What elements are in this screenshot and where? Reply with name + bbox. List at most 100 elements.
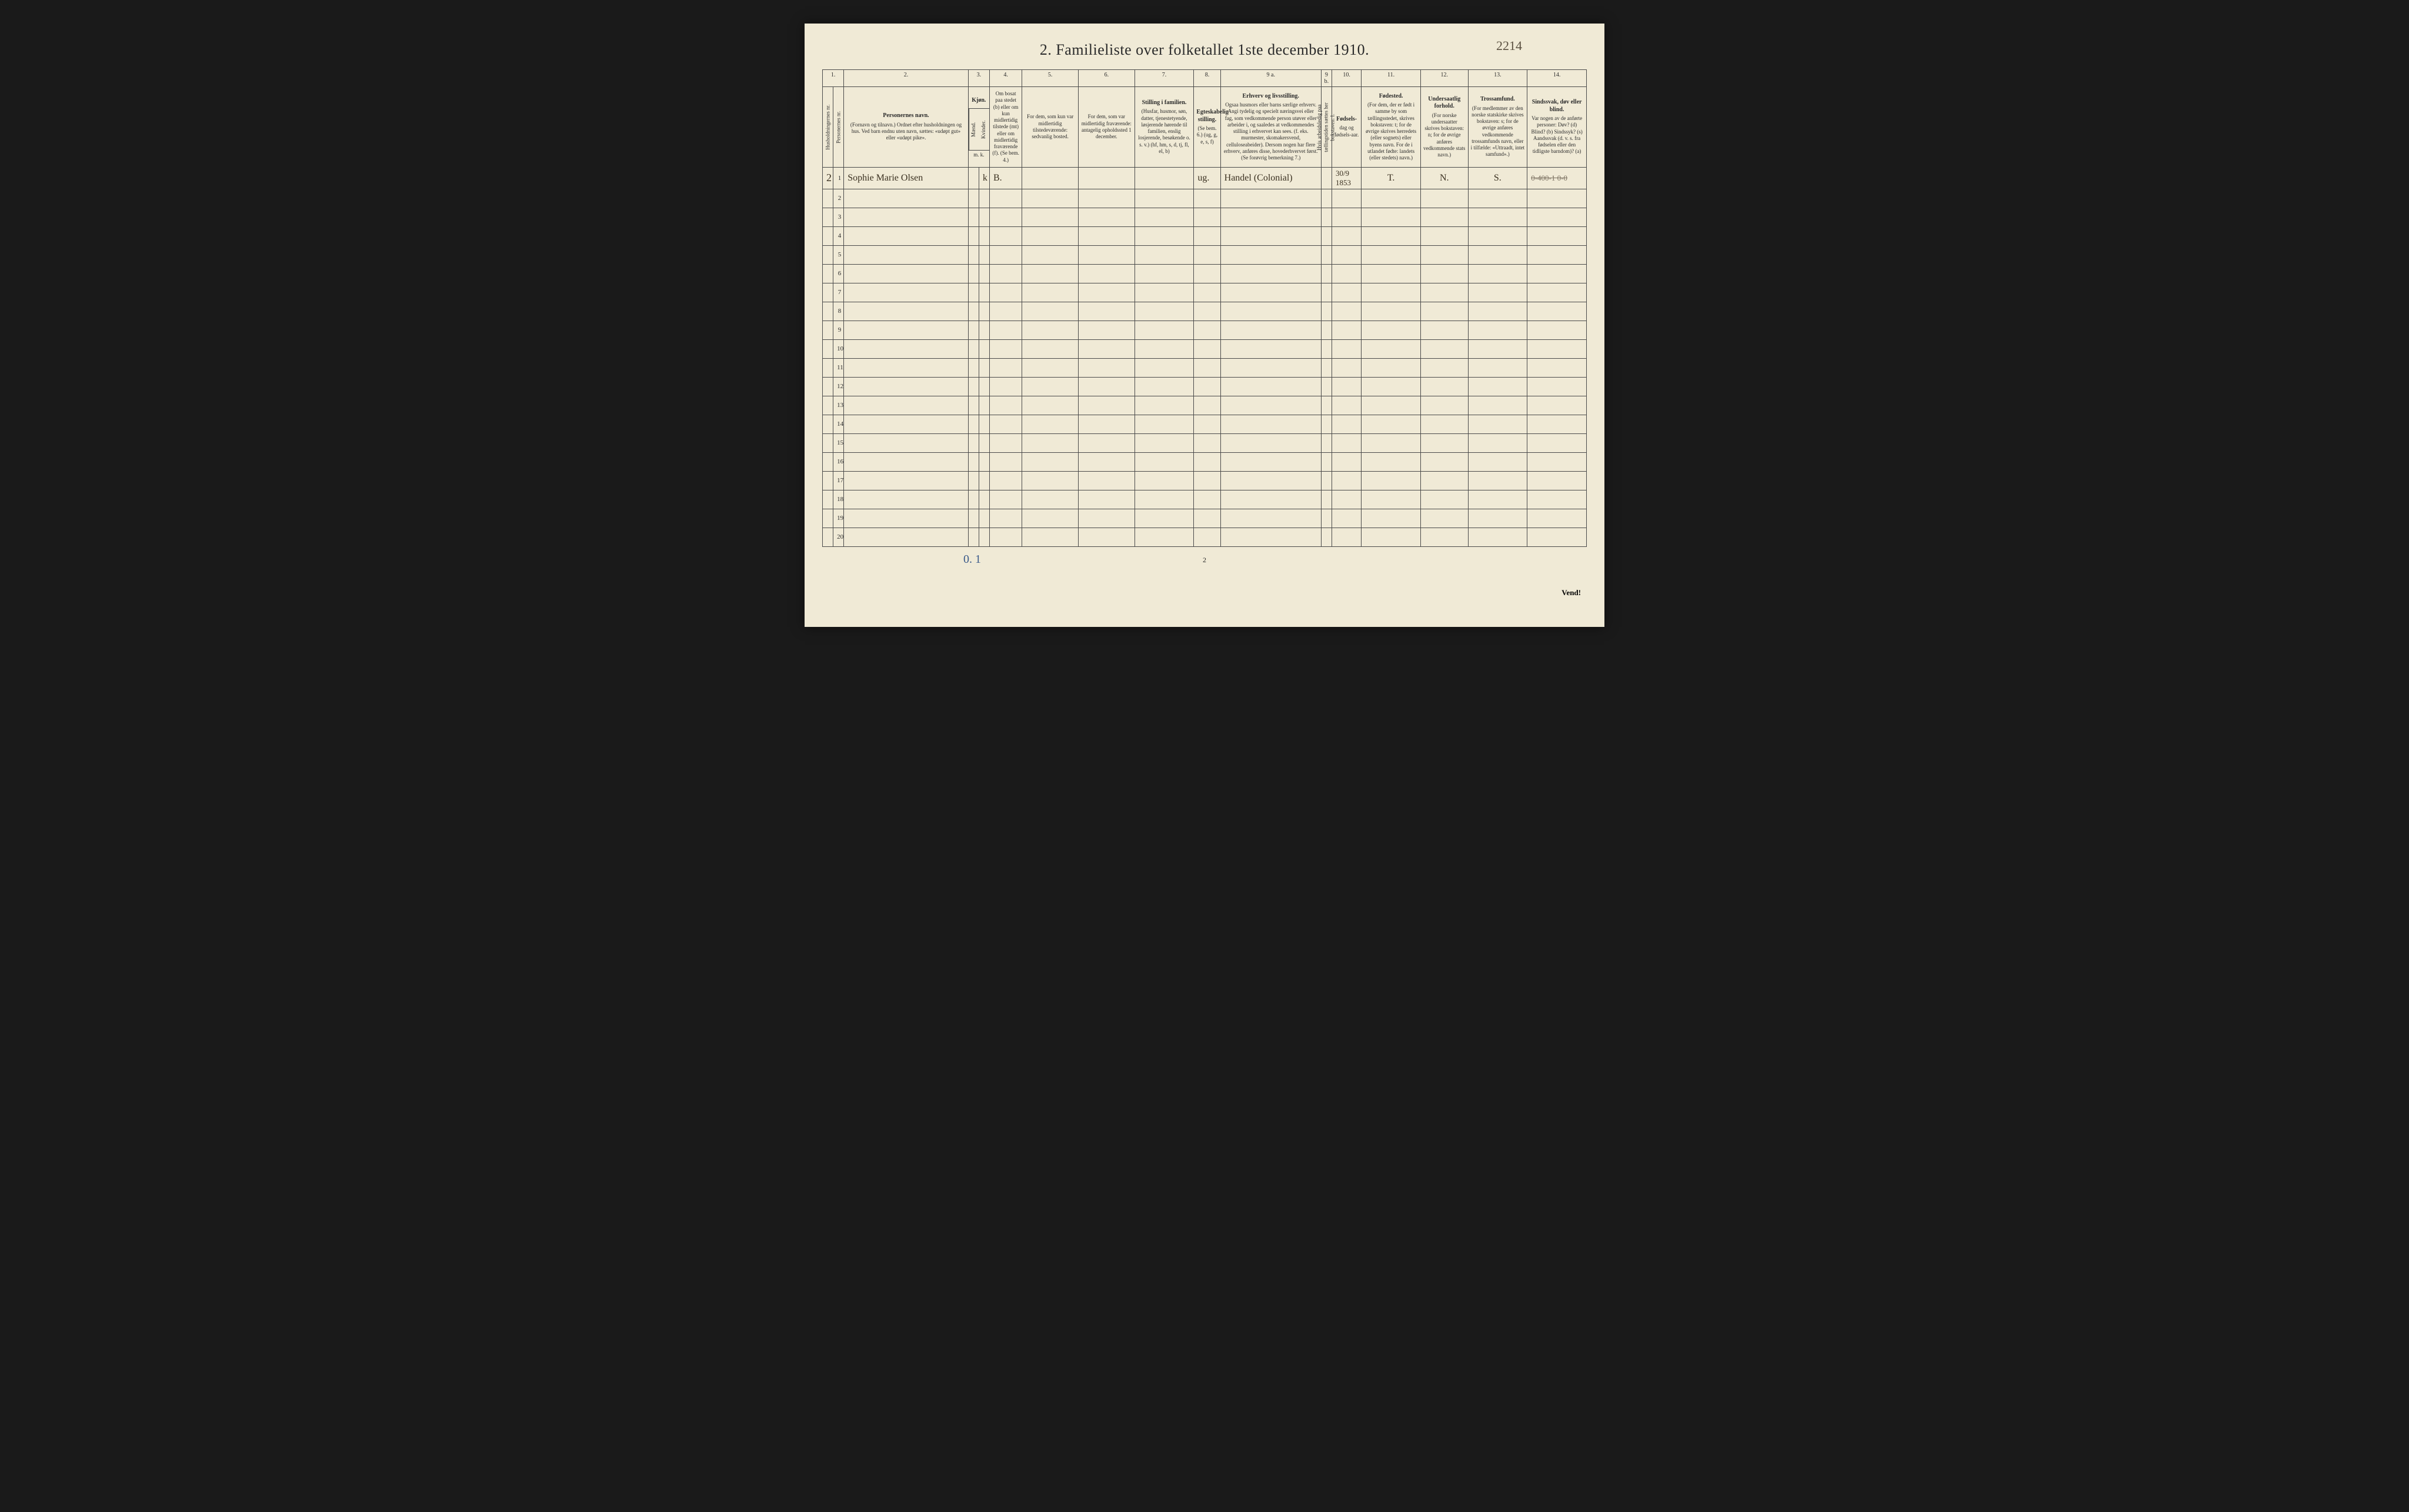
cell-blank [1362,509,1421,528]
cell-blank [1527,321,1587,339]
header-hhnum: Husholdningernes nr. [823,87,833,168]
cell-blank [1468,339,1527,358]
cell-blank [1220,433,1321,452]
cell-blank [844,226,968,245]
header-occupation: Erhverv og livsstilling. Ogsaa husmors e… [1220,87,1321,168]
cell-blank [979,302,989,321]
cell-hhnum [823,490,833,509]
cell-personnum: 10 [833,339,844,358]
cell-blank [968,245,979,264]
cell-occupation: Handel (Colonial) [1220,167,1321,189]
cell-blank [1527,339,1587,358]
cell-blank [1468,433,1527,452]
cell-personnum: 2 [833,189,844,208]
cell-blank [1022,433,1079,452]
table-row-blank: 16 [823,452,1587,471]
cell-blank [844,245,968,264]
cell-blank [1332,509,1361,528]
cell-blank [1332,226,1361,245]
cell-blank [989,245,1022,264]
cell-blank [844,452,968,471]
cell-blank [1135,226,1194,245]
header-occupation-bold: Erhverv og livsstilling. [1223,93,1319,101]
header-family-text: (Husfar, husmor, søn, datter, tjenestety… [1138,108,1190,154]
cell-blank [1321,415,1332,433]
cell-blank [1078,509,1135,528]
cell-sex-k: k [979,167,989,189]
cell-blank [1022,528,1079,546]
cell-blank [1332,490,1361,509]
cell-personnum: 4 [833,226,844,245]
cell-blank [1332,377,1361,396]
cell-blank [844,490,968,509]
cell-blank [1022,509,1079,528]
header-marital-text: (Se bem. 6.) (ug, g, e, s, f) [1197,125,1217,145]
cell-blank [1135,509,1194,528]
cell-blank [1332,283,1361,302]
table-row-blank: 4 [823,226,1587,245]
cell-blank [1078,490,1135,509]
cell-blank [1194,396,1220,415]
cell-blank [1321,377,1332,396]
cell-blank [1220,358,1321,377]
cell-blank [1194,283,1220,302]
cell-blank [989,302,1022,321]
cell-blank [1362,245,1421,264]
header-religion-text: (For medlemmer av den norske statskirke … [1471,105,1524,158]
cell-blank [1527,528,1587,546]
cell-blank [1220,528,1321,546]
header-birthplace-bold: Fødested. [1364,93,1418,101]
cell-hhnum [823,264,833,283]
cell-blank [1332,208,1361,226]
cell-blank [1135,415,1194,433]
cell-blank [1468,396,1527,415]
cell-blank [979,528,989,546]
cell-blank [1420,490,1468,509]
cell-hhnum [823,208,833,226]
header-religion: Trossamfund. (For medlemmer av den norsk… [1468,87,1527,168]
cell-blank [1468,415,1527,433]
cell-blank [844,471,968,490]
cell-blank [989,377,1022,396]
header-sex-bold: Kjøn. [970,97,988,105]
cell-blank [989,528,1022,546]
cell-blank [979,264,989,283]
cell-blank [1220,302,1321,321]
cell-blank [1321,283,1332,302]
cell-blank [1135,264,1194,283]
cell-personnum: 20 [833,528,844,546]
cell-blank [1468,528,1527,546]
cell-hhnum [823,283,833,302]
table-row-blank: 20 [823,528,1587,546]
cell-blank [1194,358,1220,377]
cell-hhnum [823,302,833,321]
cell-blank [1135,283,1194,302]
table-header: 1. 2. 3. 4. 5. 6. 7. 8. 9 a. 9 b. 10. 11… [823,70,1587,168]
colnum-13: 13. [1468,70,1527,87]
header-temp-present: For dem, som kun var midlertidig tilsted… [1022,87,1079,168]
colnum-9b: 9 b. [1321,70,1332,87]
cell-blank [1420,433,1468,452]
cell-blank [968,302,979,321]
cell-marital: ug. [1194,167,1220,189]
header-name: Personernes navn. (Fornavn og tilnavn.) … [844,87,968,168]
cell-blank [1022,490,1079,509]
cell-blank [968,283,979,302]
colnum-7: 7. [1135,70,1194,87]
cell-blank [979,452,989,471]
cell-blank [1527,358,1587,377]
cell-hhnum: 2 [823,167,833,189]
cell-blank [844,415,968,433]
cell-hhnum [823,358,833,377]
cell-blank [844,283,968,302]
cell-blank [1022,189,1079,208]
cell-blank [1321,490,1332,509]
cell-blank [1078,283,1135,302]
cell-blank [1468,490,1527,509]
cell-blank [1194,189,1220,208]
header-birth-bold: Fødsels- [1334,116,1359,124]
cell-hhnum [823,245,833,264]
table-row-blank: 14 [823,415,1587,433]
cell-blank [1135,377,1194,396]
cell-blank [1078,396,1135,415]
